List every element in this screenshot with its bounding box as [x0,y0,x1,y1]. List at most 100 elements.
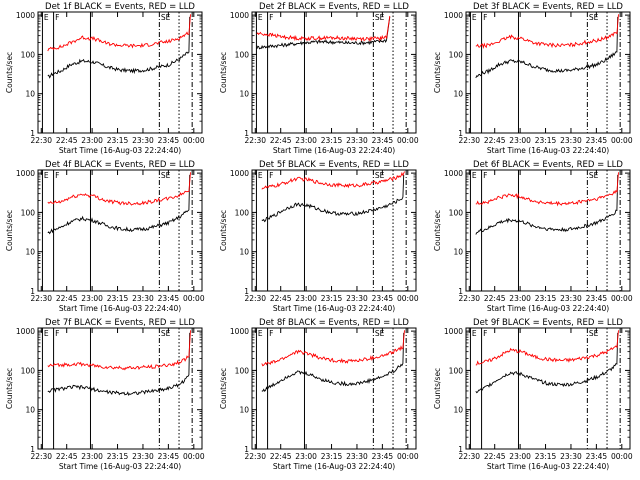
marker-label-f: F [483,171,487,180]
lld-trace [261,171,405,190]
lld-trace [475,172,619,207]
marker-label-f: F [269,329,273,338]
y-tick-label: 10 [453,90,463,99]
x-tick-label: 23:30 [560,136,582,145]
lld-trace [256,15,391,42]
events-trace [475,16,619,79]
x-tick-label: 23:45 [158,136,180,145]
x-tick-label: 23:15 [535,452,557,461]
x-tick-label: 23:15 [107,294,129,303]
y-axis-label: Counts/sec [5,368,14,409]
plot-frame [465,327,631,450]
x-axis-label: Start Time (16-Aug-03 22:24:40) [487,462,609,471]
detector-panel-2: Det 2f BLACK = Events, RED = LLD Counts/s… [219,2,419,155]
marker-label-e: E [472,329,477,338]
marker-label-se: SE [589,171,599,180]
x-tick-label: 22:30 [244,136,266,145]
y-tick-label: 1000 [230,11,249,20]
panel-title: Det 8f BLACK = Events, RED = LLD [259,318,409,328]
events-trace [256,16,391,50]
y-tick-label: 1000 [444,327,463,336]
x-tick-label: 23:45 [586,294,608,303]
y-tick-label: 1000 [16,169,35,178]
y-tick-label: 1000 [16,11,35,20]
x-tick-label: 22:45 [484,136,506,145]
lld-trace [475,330,619,366]
x-tick-label: 22:45 [56,136,78,145]
x-axis-label: Start Time (16-Aug-03 22:24:40) [487,304,609,313]
x-axis-label: Start Time (16-Aug-03 22:24:40) [273,146,395,155]
marker-label-e: E [258,171,263,180]
plot-frame [37,169,203,292]
events-trace [475,332,619,394]
marker-label-e: E [44,13,49,22]
marker-label-e: E [44,171,49,180]
x-tick-label: 23:15 [535,136,557,145]
x-tick-label: 23:15 [535,294,557,303]
lld-trace [47,172,191,206]
y-tick-label: 100 [449,366,464,375]
y-tick-label: 1 [30,287,35,296]
marker-label-f: F [483,13,487,22]
x-tick-label: 00:00 [611,136,633,145]
x-tick-label: 23:30 [346,452,368,461]
x-axis-label: Start Time (16-Aug-03 22:24:40) [487,146,609,155]
x-tick-label: 22:45 [484,294,506,303]
x-tick-label: 00:00 [611,294,633,303]
y-tick-label: 10 [239,90,249,99]
x-tick-label: 22:45 [270,136,292,145]
panel-title: Det 6f BLACK = Events, RED = LLD [473,160,623,170]
events-trace [475,174,619,235]
plot-frame [37,11,203,134]
detector-panel-6: Det 6f BLACK = Events, RED = LLD Counts/s… [433,160,633,313]
marker-label-e: E [258,13,263,22]
x-tick-label: 00:00 [183,294,205,303]
marker-label-e: E [44,329,49,338]
y-axis-label: Counts/sec [219,52,228,93]
x-tick-label: 00:00 [183,452,205,461]
x-axis-label: Start Time (16-Aug-03 22:24:40) [59,462,181,471]
y-tick-label: 1 [458,129,463,138]
x-tick-label: 00:00 [397,294,419,303]
x-tick-label: 23:15 [321,294,343,303]
y-tick-label: 1 [244,129,249,138]
plot-frame [465,11,631,134]
y-axis-label: Counts/sec [219,368,228,409]
x-tick-label: 22:30 [30,452,52,461]
y-tick-label: 100 [235,208,250,217]
x-tick-label: 23:00 [81,294,103,303]
lld-trace [261,330,405,367]
x-tick-label: 22:45 [484,452,506,461]
y-tick-label: 1000 [230,169,249,178]
x-tick-label: 23:00 [295,452,317,461]
detector-panel-3: Det 3f BLACK = Events, RED = LLD Counts/s… [433,2,633,155]
x-tick-label: 23:00 [509,136,531,145]
plot-frame [251,11,417,134]
y-tick-label: 100 [235,366,250,375]
events-trace [261,332,405,392]
x-axis-label: Start Time (16-Aug-03 22:24:40) [273,304,395,313]
x-tick-label: 22:30 [458,452,480,461]
x-tick-label: 23:30 [132,294,154,303]
y-tick-label: 10 [25,406,35,415]
y-tick-label: 10 [453,406,463,415]
x-tick-label: 23:00 [81,452,103,461]
x-tick-label: 22:30 [244,294,266,303]
x-tick-label: 23:30 [132,136,154,145]
y-tick-label: 10 [25,90,35,99]
y-tick-label: 1 [244,287,249,296]
x-tick-label: 23:45 [158,294,180,303]
marker-label-se: SE [375,329,385,338]
y-tick-label: 1 [30,445,35,454]
x-tick-label: 23:30 [560,452,582,461]
x-axis-label: Start Time (16-Aug-03 22:24:40) [59,146,181,155]
x-tick-label: 23:45 [158,452,180,461]
marker-label-se: SE [161,329,171,338]
y-tick-label: 1 [458,287,463,296]
marker-label-f: F [269,171,273,180]
y-axis-label: Counts/sec [5,52,14,93]
x-tick-label: 22:45 [270,294,292,303]
lld-trace [47,330,191,371]
detector-panel-7: Det 7f BLACK = Events, RED = LLD Counts/s… [5,318,205,471]
x-axis-label: Start Time (16-Aug-03 22:24:40) [59,304,181,313]
